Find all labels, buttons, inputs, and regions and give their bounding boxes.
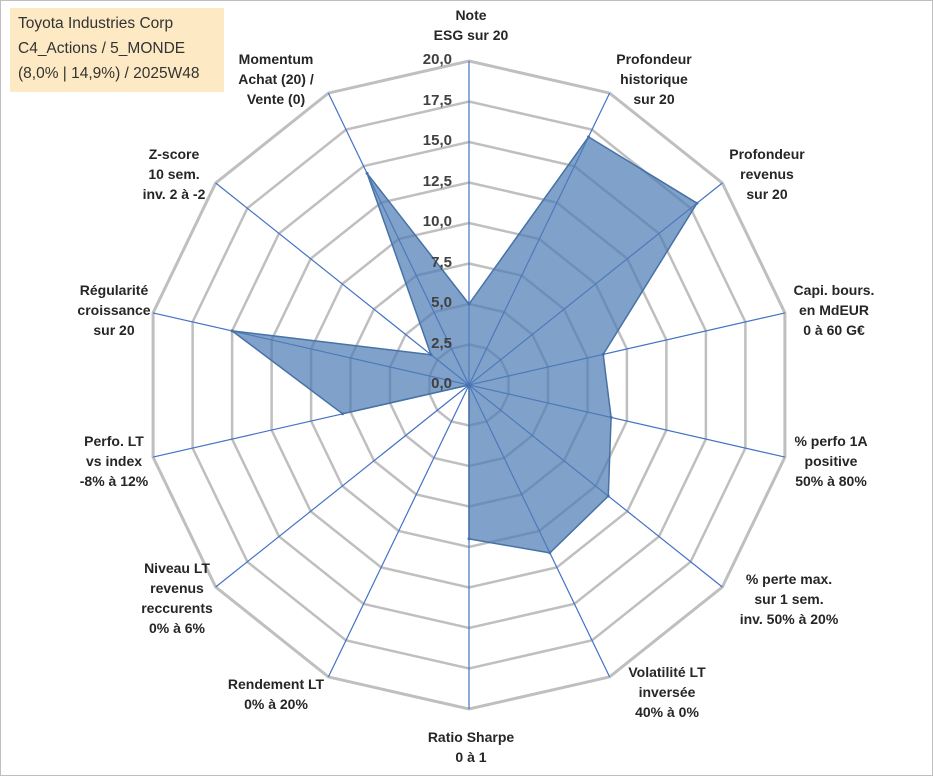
data-point <box>429 353 433 357</box>
data-point <box>341 412 345 416</box>
data-point <box>587 135 590 139</box>
tick-label: 2,5 <box>431 334 452 352</box>
data-point <box>230 329 234 333</box>
axis-label: Rendement LT 0% à 20% <box>201 674 351 714</box>
data-point <box>548 551 552 555</box>
axis-label: Momentum Achat (20) / Vente (0) <box>201 49 351 109</box>
axis-label-line: 0 à 60 G€ <box>803 322 865 338</box>
axis-label-line: Profondeur <box>616 51 692 67</box>
axis-label: Volatilité LT inversée 40% à 0% <box>592 662 742 722</box>
axis-label-line: Note <box>455 7 487 23</box>
axis-label-line: Ratio Sharpe <box>427 729 515 745</box>
axis-label-line: % perfo 1A <box>794 433 868 449</box>
axis-label-line: Z-score <box>148 146 200 162</box>
axis-label: Capi. bours. en MdEUR 0 à 60 G€ <box>759 280 909 340</box>
axis-label-line: croissance <box>77 302 151 318</box>
data-series-area <box>231 136 698 554</box>
axis-label-line: sur 20 <box>93 322 135 338</box>
axis-label-line: Volatilité LT <box>628 664 706 680</box>
axis-label: Ratio Sharpe 0 à 1 <box>396 727 546 767</box>
tick-label: 7,5 <box>431 253 452 271</box>
axis-label-line: 50% à 80% <box>795 473 867 489</box>
data-point <box>467 302 471 306</box>
axis-label-line: revenus <box>150 580 204 596</box>
axis-label: % perte max. sur 1 sem. inv. 50% à 20% <box>714 569 864 629</box>
tick-label: 10,0 <box>422 213 452 230</box>
data-point <box>467 383 471 387</box>
axis-label-line: historique <box>620 71 688 87</box>
axis-label-line: Régularité <box>79 282 149 298</box>
data-point <box>365 171 369 175</box>
axis-label-line: -8% à 12% <box>79 473 149 489</box>
axis-label-line: Momentum <box>238 51 314 67</box>
axis-spoke <box>327 384 470 678</box>
tick-label: 5,0 <box>431 294 452 311</box>
axis-label-line: Capi. bours. <box>793 282 875 298</box>
axis-label-line: vs index <box>85 453 143 469</box>
axis-label-line: 40% à 0% <box>635 704 699 720</box>
info-box-category: C4_Actions / 5_MONDE <box>18 40 186 57</box>
axis-label-line: Vente (0) <box>246 91 306 107</box>
axis-label-line: inversée <box>638 684 696 700</box>
axis-label-line: 0% à 20% <box>244 696 308 712</box>
tick-label: 12,5 <box>422 172 452 190</box>
axis-label-line: sur 20 <box>746 186 788 202</box>
axis-label-line: ESG sur 20 <box>433 27 509 43</box>
axis-label-line: sur 20 <box>633 91 675 107</box>
axis-label: Note ESG sur 20 <box>396 5 546 45</box>
axis-label: Régularité croissance sur 20 <box>39 280 189 340</box>
info-box-stats: (8,0% | 14,9%) / 2025W48 <box>18 65 200 82</box>
axis-label-line: Niveau LT <box>144 560 210 576</box>
axis-label: Profondeur historique sur 20 <box>579 49 729 109</box>
tick-label: 0,0 <box>431 375 452 392</box>
info-box-company: Toyota Industries Corp <box>18 15 174 32</box>
axis-label-line: Profondeur <box>729 146 805 162</box>
axis-label-line: sur 1 sem. <box>754 591 824 607</box>
axis-label: % perfo 1A positive 50% à 80% <box>756 431 906 491</box>
axis-label: Z-score 10 sem. inv. 2 à -2 <box>99 144 249 204</box>
axis-label-line: 0% à 6% <box>148 620 206 636</box>
data-point <box>467 537 471 541</box>
tick-label: 17,5 <box>422 91 452 109</box>
info-box: Toyota Industries Corp C4_Actions / 5_MO… <box>10 8 224 92</box>
axis-label-line: Achat (20) / <box>238 71 314 87</box>
axis-label-line: Rendement LT <box>227 676 325 692</box>
axis-label-line: inv. 50% à 20% <box>739 611 839 627</box>
data-point <box>695 201 699 205</box>
data-point <box>606 494 610 498</box>
axis-label-line: revenus <box>740 166 794 182</box>
axis-label-line: en MdEUR <box>799 302 869 318</box>
axis-label: Profondeur revenus sur 20 <box>692 144 842 204</box>
axis-spoke <box>215 384 470 588</box>
axis-spoke <box>215 182 470 386</box>
data-point <box>609 415 613 419</box>
axis-label-line: 10 sem. <box>148 166 200 182</box>
data-point <box>601 352 605 356</box>
axis-label: Perfo. LT vs index -8% à 12% <box>39 431 189 491</box>
axis-label-line: positive <box>804 453 858 469</box>
axis-label: Niveau LT revenus reccurents 0% à 6% <box>102 558 252 638</box>
axis-label-line: inv. 2 à -2 <box>142 186 206 202</box>
axis-label-line: 0 à 1 <box>455 749 487 765</box>
axis-label-line: reccurents <box>141 600 213 616</box>
tick-label: 20,0 <box>422 51 452 68</box>
axis-label-line: Perfo. LT <box>84 433 144 449</box>
axis-label-line: % perte max. <box>745 571 833 587</box>
tick-label: 15,0 <box>422 132 452 149</box>
